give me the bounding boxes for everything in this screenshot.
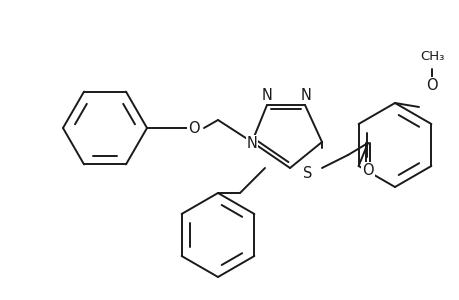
Text: N: N bbox=[300, 88, 311, 103]
Text: S: S bbox=[302, 166, 312, 181]
Text: O: O bbox=[188, 121, 199, 136]
Text: O: O bbox=[361, 163, 373, 178]
Text: CH₃: CH₃ bbox=[419, 50, 443, 63]
Text: N: N bbox=[261, 88, 272, 103]
Text: O: O bbox=[425, 77, 437, 92]
Text: N: N bbox=[246, 136, 257, 151]
